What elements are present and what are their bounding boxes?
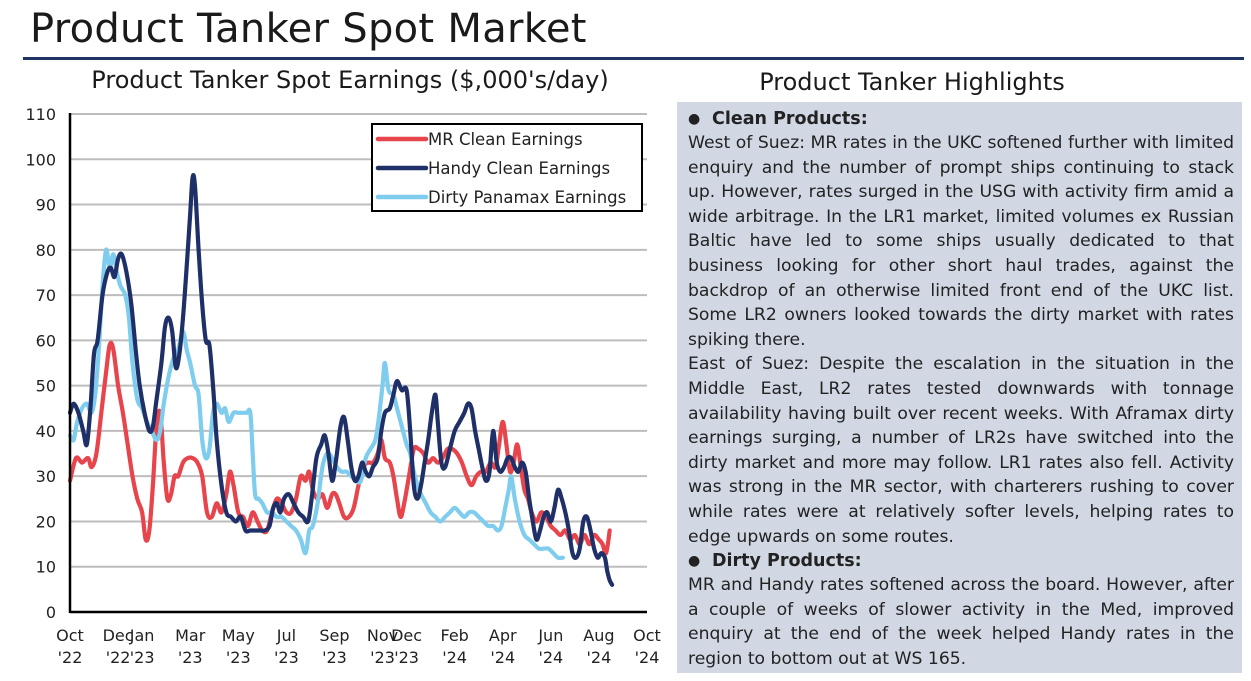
x-tick-month: Jun bbox=[537, 626, 563, 645]
legend-item-dirty-panamax: Dirty Panamax Earnings bbox=[375, 188, 626, 207]
dirty-products-heading: ● Dirty Products: bbox=[688, 549, 1234, 573]
legend-label-dirty-panamax: Dirty Panamax Earnings bbox=[428, 188, 626, 207]
clean-products-heading: ● Clean Products: bbox=[688, 107, 1234, 131]
x-tick-month: Sep bbox=[319, 626, 349, 645]
page-title: Product Tanker Spot Market bbox=[30, 6, 587, 52]
x-tick-month: Dec bbox=[391, 626, 422, 645]
legend-label-mr-clean: MR Clean Earnings bbox=[428, 130, 583, 149]
clean-west-of-suez-text: West of Suez: MR rates in the UKC soften… bbox=[688, 133, 1234, 350]
dirty-products-heading-text: Dirty Products: bbox=[712, 551, 862, 572]
x-tick-label: Mar '23 bbox=[175, 626, 206, 667]
x-tick-year: '22 bbox=[58, 648, 83, 667]
x-tick-label: May '23 bbox=[222, 626, 255, 667]
y-tick-label: 0 bbox=[46, 603, 56, 622]
y-tick-label: 110 bbox=[25, 105, 56, 124]
x-tick-year: '22 bbox=[106, 648, 131, 667]
clean-east-of-suez-text: East of Suez: Despite the escalation in … bbox=[688, 354, 1234, 547]
x-tick-year: '23 bbox=[394, 648, 419, 667]
highlights-panel: ● Clean Products: West of Suez: MR rates… bbox=[677, 102, 1242, 673]
bullet-icon: ● bbox=[688, 553, 701, 570]
y-tick-label: 90 bbox=[36, 196, 56, 215]
x-tick-month: Feb bbox=[441, 626, 469, 645]
x-tick-year: '24 bbox=[635, 648, 660, 667]
y-tick-label: 40 bbox=[36, 422, 56, 441]
x-tick-year: '23 bbox=[370, 648, 395, 667]
legend-label-handy-clean: Handy Clean Earnings bbox=[428, 159, 610, 178]
x-tick-month: Dec bbox=[103, 626, 134, 645]
title-divider bbox=[23, 57, 1244, 60]
x-tick-month: Apr bbox=[489, 626, 517, 645]
bullet-icon: ● bbox=[688, 111, 701, 127]
x-tick-label: Jun '24 bbox=[537, 626, 563, 667]
x-tick-month: Oct bbox=[56, 626, 84, 645]
x-tick-year: '23 bbox=[322, 648, 347, 667]
y-tick-label: 100 bbox=[25, 150, 56, 169]
y-tick-label: 20 bbox=[36, 512, 56, 531]
y-tick-label: 80 bbox=[36, 241, 56, 260]
x-tick-year: '24 bbox=[442, 648, 467, 667]
series-line-handy-clean-earnings bbox=[67, 173, 615, 587]
x-tick-month: May bbox=[222, 626, 255, 645]
y-tick-label: 50 bbox=[36, 377, 56, 396]
x-tick-label: Jul '23 bbox=[274, 626, 299, 667]
x-tick-label: Apr '24 bbox=[489, 626, 517, 667]
x-tick-month: Mar bbox=[175, 626, 206, 645]
y-tick-label: 60 bbox=[36, 331, 56, 350]
x-tick-label: Dec '22 bbox=[103, 626, 134, 667]
legend-item-handy-clean: Handy Clean Earnings bbox=[375, 159, 610, 178]
chart-title: Product Tanker Spot Earnings ($,000's/da… bbox=[91, 66, 609, 94]
highlights-title: Product Tanker Highlights bbox=[759, 68, 1065, 96]
x-tick-year: '23 bbox=[130, 648, 155, 667]
x-tick-label: Aug '24 bbox=[583, 626, 614, 667]
x-tick-label: Nov '23 bbox=[367, 626, 398, 667]
x-tick-label: Feb '24 bbox=[441, 626, 469, 667]
series-lines bbox=[67, 173, 615, 587]
x-tick-label: Dec '23 bbox=[391, 626, 422, 667]
chart-legend: MR Clean Earnings Handy Clean Earnings D… bbox=[371, 123, 643, 212]
x-tick-label: Jan '23 bbox=[129, 626, 155, 667]
x-tick-month: Aug bbox=[583, 626, 614, 645]
x-tick-year: '23 bbox=[178, 648, 203, 667]
y-tick-label: 70 bbox=[36, 286, 56, 305]
x-tick-year: '24 bbox=[538, 648, 563, 667]
x-tick-month: Nov bbox=[367, 626, 398, 645]
x-axis-ticks: Oct '22 Dec '22 Jan '23 Mar '23 May '23 Jul '23 Sep '… bbox=[56, 626, 661, 667]
x-tick-label: Sep '23 bbox=[319, 626, 349, 667]
x-tick-year: '23 bbox=[274, 648, 299, 667]
x-tick-month: Jan bbox=[129, 626, 155, 645]
x-tick-month: Jul bbox=[276, 626, 296, 645]
x-tick-month: Oct bbox=[633, 626, 661, 645]
x-tick-year: '24 bbox=[587, 648, 612, 667]
y-tick-label: 10 bbox=[36, 558, 56, 577]
x-tick-year: '24 bbox=[490, 648, 515, 667]
y-axis-ticks: 0 10 20 30 40 50 60 70 80 90 100 110 bbox=[25, 105, 56, 622]
x-tick-year: '23 bbox=[226, 648, 251, 667]
dirty-products-text: MR and Handy rates softened across the b… bbox=[688, 575, 1234, 669]
x-tick-label: Oct '24 bbox=[633, 626, 661, 667]
clean-products-heading-text: Clean Products: bbox=[712, 109, 868, 129]
legend-item-mr-clean: MR Clean Earnings bbox=[375, 130, 583, 149]
x-tick-label: Oct '22 bbox=[56, 626, 84, 667]
y-tick-label: 30 bbox=[36, 467, 56, 486]
